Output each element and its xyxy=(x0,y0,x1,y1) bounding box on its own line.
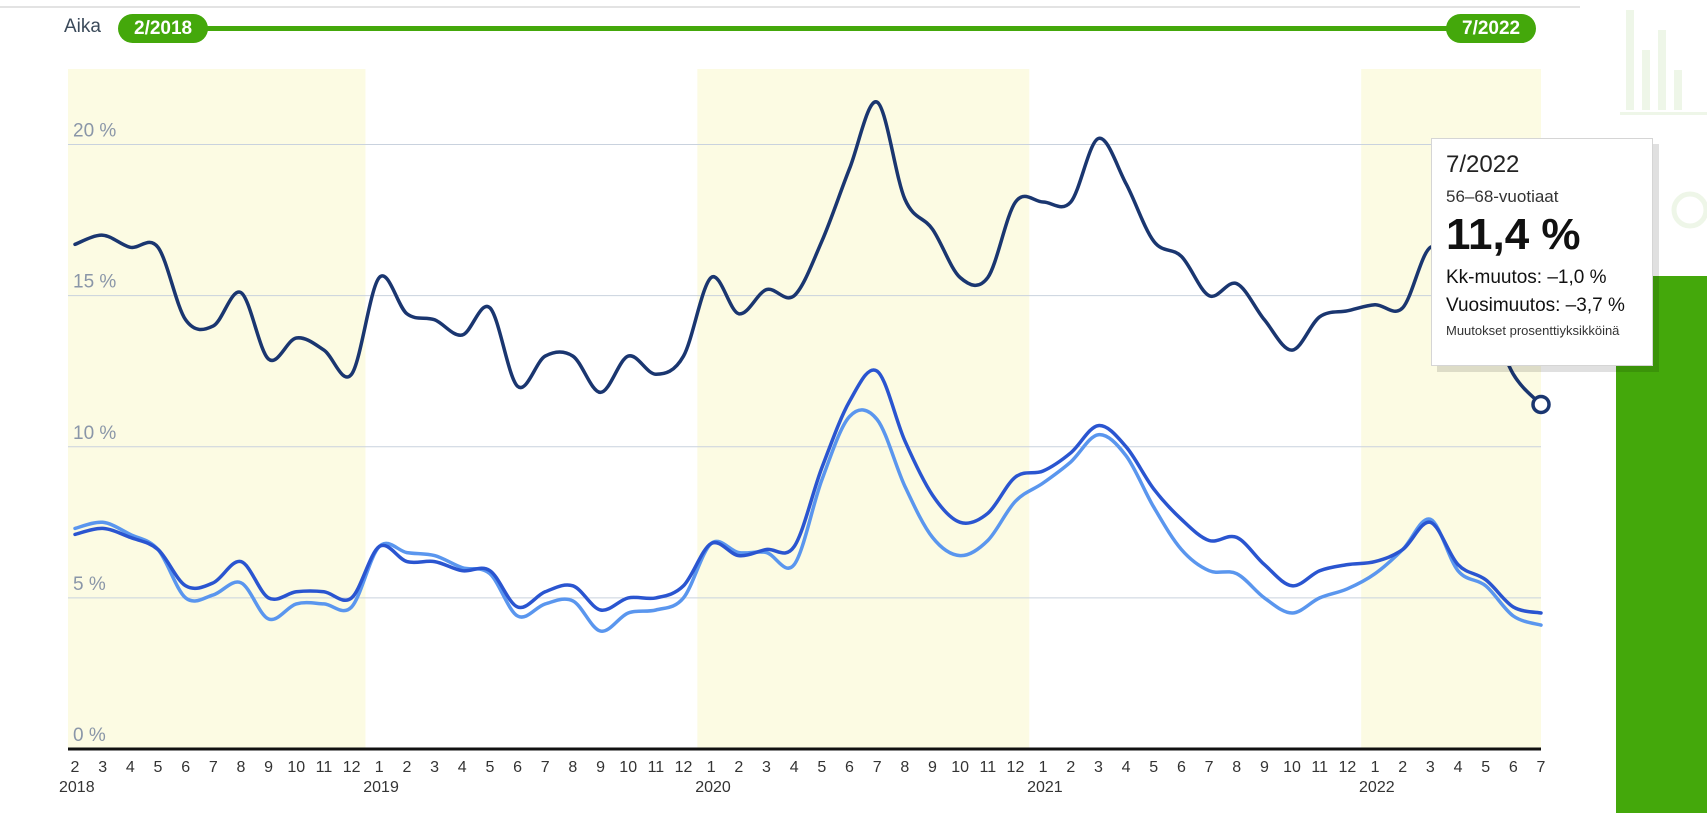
x-year-label: 2019 xyxy=(363,779,399,796)
x-tick-label: 12 xyxy=(1007,759,1025,776)
x-tick-label: 8 xyxy=(900,759,909,776)
x-tick-label: 7 xyxy=(541,759,550,776)
x-tick-label: 8 xyxy=(1232,759,1241,776)
x-tick-label: 4 xyxy=(1454,759,1463,776)
x-tick-label: 7 xyxy=(1205,759,1214,776)
x-tick-label: 6 xyxy=(513,759,522,776)
top-divider xyxy=(0,6,1580,8)
x-year-label: 2020 xyxy=(695,779,731,796)
x-tick-label: 10 xyxy=(287,759,305,776)
tooltip-series-name: 56–68-vuotiaat xyxy=(1446,187,1559,206)
y-tick-label: 5 % xyxy=(73,574,106,595)
x-tick-label: 11 xyxy=(1311,759,1328,776)
x-tick-label: 6 xyxy=(181,759,190,776)
series-line-1 xyxy=(73,368,1543,615)
x-tick-label: 5 xyxy=(1481,759,1490,776)
shaded-band-0 xyxy=(68,69,366,749)
x-year-label: 2021 xyxy=(1027,779,1063,796)
series-line-2 xyxy=(73,408,1543,633)
x-tick-label: 4 xyxy=(1122,759,1131,776)
time-range-start-handle[interactable]: 2/2018 xyxy=(118,14,209,43)
chart-tooltip: 7/2022 56–68-vuotiaat 11,4 % Kk-muutos: … xyxy=(1431,138,1653,366)
tooltip-value: 11,4 % xyxy=(1446,210,1581,259)
x-tick-label: 3 xyxy=(430,759,439,776)
x-tick-label: 3 xyxy=(98,759,107,776)
x-tick-label: 10 xyxy=(951,759,969,776)
x-tick-label: 6 xyxy=(1177,759,1186,776)
time-range-slider-track[interactable] xyxy=(190,26,1460,31)
time-range-end-handle[interactable]: 7/2022 xyxy=(1446,14,1537,43)
x-tick-label: 9 xyxy=(928,759,937,776)
x-tick-label: 10 xyxy=(1283,759,1301,776)
x-tick-label: 9 xyxy=(596,759,605,776)
tooltip-year-change: Vuosimuutos: –3,7 % xyxy=(1446,295,1625,316)
x-tick-label: 4 xyxy=(126,759,135,776)
x-tick-label: 12 xyxy=(1338,759,1356,776)
x-tick-label: 3 xyxy=(762,759,771,776)
x-tick-label: 9 xyxy=(264,759,273,776)
x-tick-label: 12 xyxy=(675,759,693,776)
x-tick-label: 4 xyxy=(458,759,467,776)
tooltip-note: Muutokset prosenttiyksikköinä xyxy=(1446,323,1620,338)
x-tick-label: 7 xyxy=(1537,759,1546,776)
x-tick-label: 2 xyxy=(1066,759,1075,776)
x-tick-label: 6 xyxy=(1509,759,1518,776)
x-tick-label: 4 xyxy=(790,759,799,776)
tooltip-date: 7/2022 xyxy=(1446,151,1520,178)
y-tick-label: 0 % xyxy=(73,725,106,746)
x-tick-label: 8 xyxy=(568,759,577,776)
x-tick-label: 7 xyxy=(873,759,882,776)
x-tick-label: 1 xyxy=(1371,759,1380,776)
x-tick-label: 11 xyxy=(316,759,333,776)
x-tick-label: 5 xyxy=(817,759,826,776)
x-tick-label: 12 xyxy=(343,759,361,776)
time-filter-label: Aika xyxy=(64,16,101,37)
x-tick-label: 9 xyxy=(1260,759,1269,776)
y-tick-label: 15 % xyxy=(73,272,116,293)
x-year-label: 2022 xyxy=(1359,779,1395,796)
x-tick-label: 5 xyxy=(154,759,163,776)
series-line-0 xyxy=(73,100,1543,407)
x-tick-label: 2 xyxy=(734,759,743,776)
x-tick-label: 6 xyxy=(845,759,854,776)
x-tick-label: 5 xyxy=(485,759,494,776)
x-tick-label: 3 xyxy=(1426,759,1435,776)
x-tick-label: 7 xyxy=(209,759,218,776)
x-tick-label: 2 xyxy=(402,759,411,776)
x-tick-label: 11 xyxy=(979,759,996,776)
x-year-label: 2018 xyxy=(59,779,95,796)
decorative-bar-chart-icon xyxy=(1620,10,1707,229)
y-tick-label: 10 % xyxy=(73,423,116,444)
y-tick-label: 20 % xyxy=(73,121,116,142)
x-tick-label: 5 xyxy=(1149,759,1158,776)
tooltip-month-change: Kk-muutos: –1,0 % xyxy=(1446,267,1607,288)
x-tick-label: 1 xyxy=(707,759,716,776)
x-tick-label: 1 xyxy=(375,759,384,776)
x-tick-label: 8 xyxy=(237,759,246,776)
x-tick-label: 1 xyxy=(1039,759,1048,776)
x-tick-label: 11 xyxy=(648,759,665,776)
x-tick-label: 2 xyxy=(1398,759,1407,776)
highlight-point-marker xyxy=(1531,394,1551,415)
x-tick-label: 2 xyxy=(71,759,80,776)
x-tick-label: 10 xyxy=(619,759,637,776)
x-tick-label: 3 xyxy=(1094,759,1103,776)
